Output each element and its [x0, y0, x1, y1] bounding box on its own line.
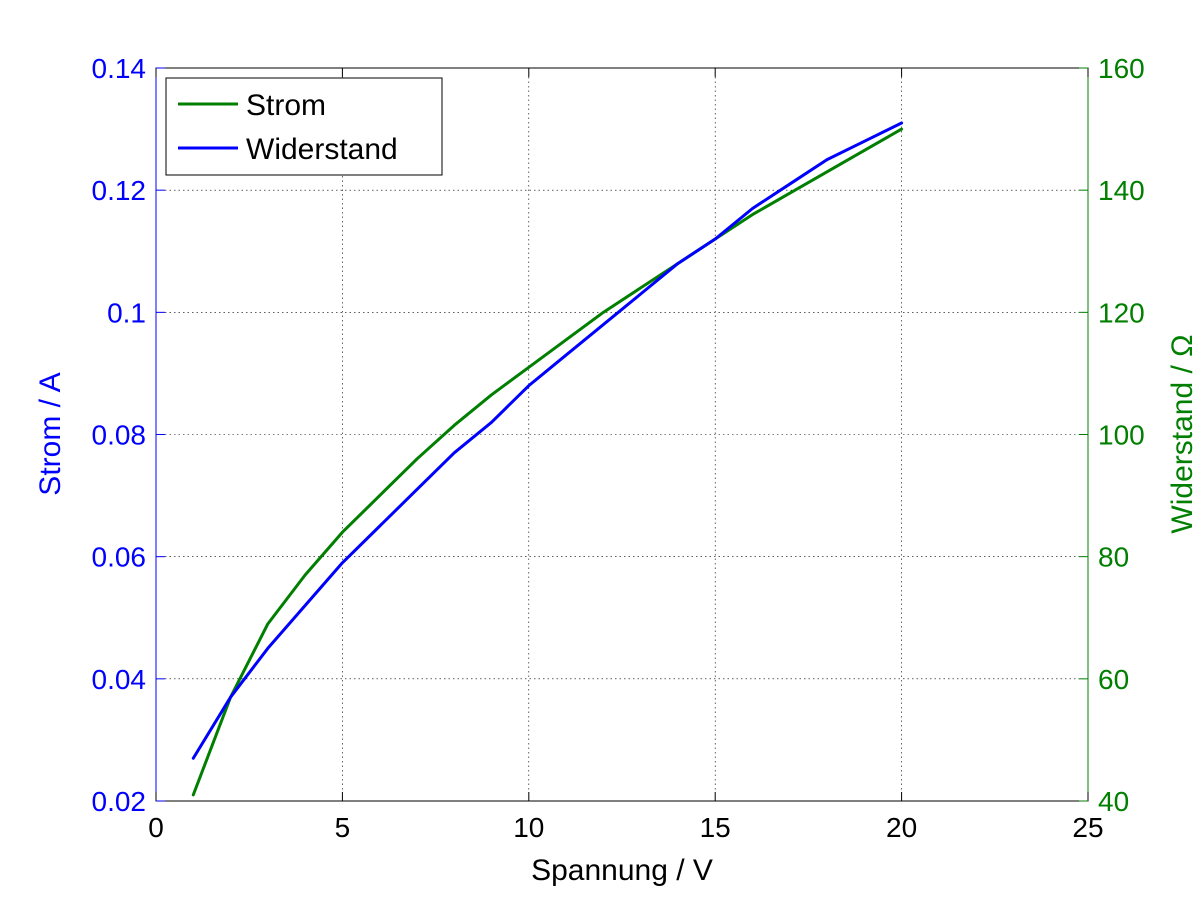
series-line-strom — [191, 127, 904, 797]
right-y-tick-label: 160 — [1098, 53, 1145, 84]
grid-lines — [156, 68, 1088, 801]
x-tick-label: 5 — [335, 812, 351, 843]
left-y-tick-label: 0.12 — [92, 175, 147, 206]
legend-label-widerstand: Widerstand — [246, 133, 398, 166]
x-tick-label: 0 — [148, 812, 164, 843]
x-tick-label: 25 — [1072, 812, 1103, 843]
x-tick-label: 15 — [700, 812, 731, 843]
left-y-axis-ticks: 0.02 0.04 0.06 0.08 0.1 0.12 0.14 — [92, 53, 165, 817]
x-axis-title: Spannung / V — [531, 854, 713, 887]
left-y-tick-label: 0.04 — [92, 664, 147, 695]
left-y-tick-label: 0.1 — [107, 297, 146, 328]
x-axis-ticks: 0 5 10 15 20 25 — [148, 68, 1104, 843]
series-layer — [191, 121, 904, 797]
x-tick-label: 20 — [886, 812, 917, 843]
right-y-axis-title: Widerstand / Ω — [1166, 334, 1199, 533]
left-y-tick-label: 0.08 — [92, 420, 147, 451]
plot-area — [156, 68, 1088, 801]
left-y-axis-title: Strom / A — [34, 372, 67, 495]
right-y-tick-label: 80 — [1098, 542, 1129, 573]
right-y-tick-label: 120 — [1098, 297, 1145, 328]
right-y-tick-label: 140 — [1098, 175, 1145, 206]
left-y-tick-label: 0.14 — [92, 53, 147, 84]
series-line-widerstand — [191, 121, 904, 760]
right-y-axis-ticks: 40 60 80 100 120 140 160 — [1079, 53, 1145, 817]
right-y-tick-label: 40 — [1098, 786, 1129, 817]
legend: Strom Widerstand — [165, 77, 443, 176]
legend-box — [165, 77, 443, 176]
left-y-tick-label: 0.06 — [92, 542, 147, 573]
left-y-tick-label: 0.02 — [92, 786, 147, 817]
right-y-tick-label: 60 — [1098, 664, 1129, 695]
right-y-tick-label: 100 — [1098, 420, 1145, 451]
x-tick-label: 10 — [513, 812, 544, 843]
legend-label-strom: Strom — [246, 89, 326, 122]
